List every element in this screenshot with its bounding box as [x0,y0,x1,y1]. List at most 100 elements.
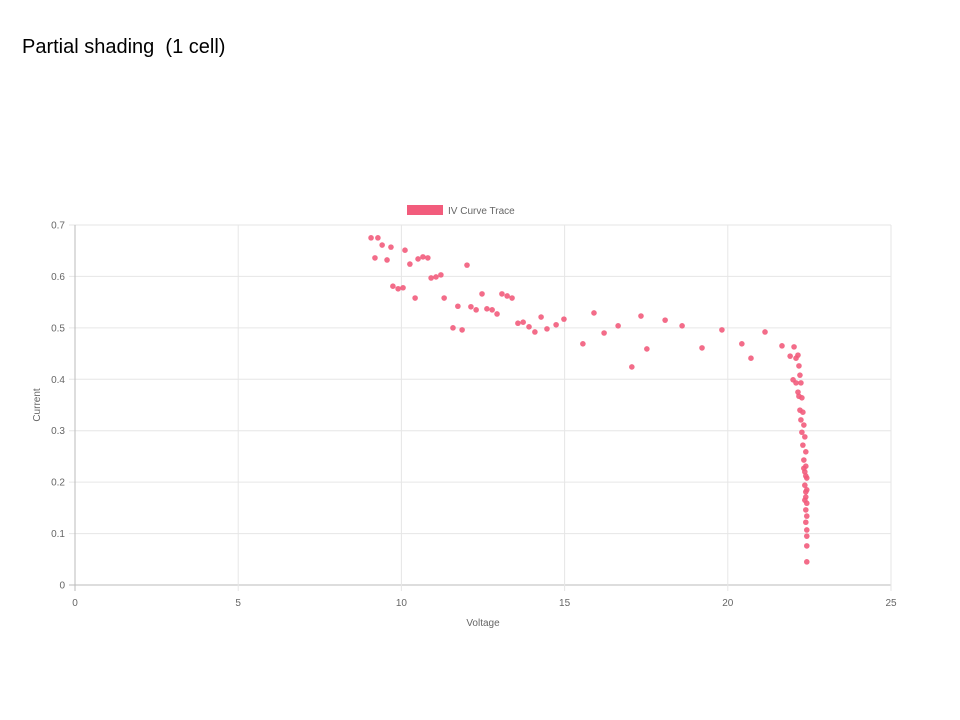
data-point [799,429,805,436]
data-point [532,329,538,335]
data-point [762,329,768,335]
data-point [479,291,485,297]
slide-title: Partial shading (1 cell) [22,36,225,58]
data-point [803,449,809,455]
data-point [468,303,474,310]
data-point [798,417,804,423]
data-point [591,310,597,316]
data-point [412,295,418,301]
data-point [615,323,621,329]
data-point [420,254,426,260]
data-point [638,313,644,319]
data-point [438,272,444,278]
data-point [375,235,381,241]
x-tick-label: 25 [885,598,897,609]
data-point [368,235,374,241]
x-axis-label: Voltage [466,618,500,629]
data-point [791,344,797,350]
data-point [803,489,809,495]
data-point [425,255,431,261]
data-point [526,324,532,330]
y-tick-label: 0.3 [51,426,65,437]
data-point [372,255,378,261]
y-tick-label: 0.5 [51,323,65,334]
data-point [803,559,810,565]
data-point [802,434,808,440]
data-point [395,285,401,292]
data-point [455,303,461,310]
data-point [801,457,807,463]
x-tick-label: 20 [722,598,734,609]
data-point [544,326,550,332]
data-point [509,295,515,301]
data-point [499,291,505,297]
data-point [799,395,805,401]
data-point [504,293,510,299]
y-tick-label: 0.4 [51,375,65,386]
y-tick-label: 0.6 [51,272,65,283]
data-point [797,372,803,378]
data-point [441,295,447,301]
data-point [538,314,544,320]
data-point [489,307,495,313]
data-point [803,507,809,513]
data-point [464,262,470,268]
y-tick-label: 0.1 [51,529,65,540]
data-point [719,327,725,333]
y-tick-label: 0.2 [51,478,65,489]
data-point [388,244,394,250]
data-point [803,473,809,479]
data-point [428,275,434,281]
data-point [679,323,685,329]
data-point [520,319,526,326]
data-point [800,442,806,448]
legend-label: IV Curve Trace [448,206,515,217]
data-point [407,261,413,267]
data-point [629,364,635,370]
legend-swatch [407,205,443,215]
data-point [553,321,559,328]
data-point [494,311,500,317]
data-point [459,327,465,333]
x-tick-label: 15 [559,598,571,609]
data-point [450,325,456,331]
data-point [601,330,607,336]
data-point [402,247,408,253]
y-axis-label: Current [32,388,43,422]
data-point [748,355,754,362]
data-point [662,317,668,323]
data-point [384,257,390,263]
data-point [580,341,586,347]
data-point [739,341,745,347]
data-point [803,519,809,526]
data-point [796,363,802,369]
data-point [803,533,810,539]
data-point [802,497,808,503]
data-point [803,527,810,533]
data-point [800,409,806,416]
data-point [798,380,804,386]
data-point [801,422,807,428]
data-point [561,316,567,322]
y-tick-label: 0.7 [51,221,65,232]
data-point [801,465,807,472]
x-tick-label: 0 [72,598,78,609]
data-point [699,345,705,351]
data-point [415,256,421,262]
x-tick-label: 10 [396,598,408,609]
data-point [390,283,396,290]
data-point [803,543,810,549]
data-point [433,274,439,280]
data-point [644,346,650,352]
data-point [803,513,810,519]
data-point [802,482,808,489]
data-point [787,353,793,359]
data-point [400,284,406,291]
x-tick-label: 5 [235,598,241,609]
data-point [515,320,521,327]
data-point [484,306,490,312]
data-point [779,343,785,349]
data-point [379,242,385,248]
